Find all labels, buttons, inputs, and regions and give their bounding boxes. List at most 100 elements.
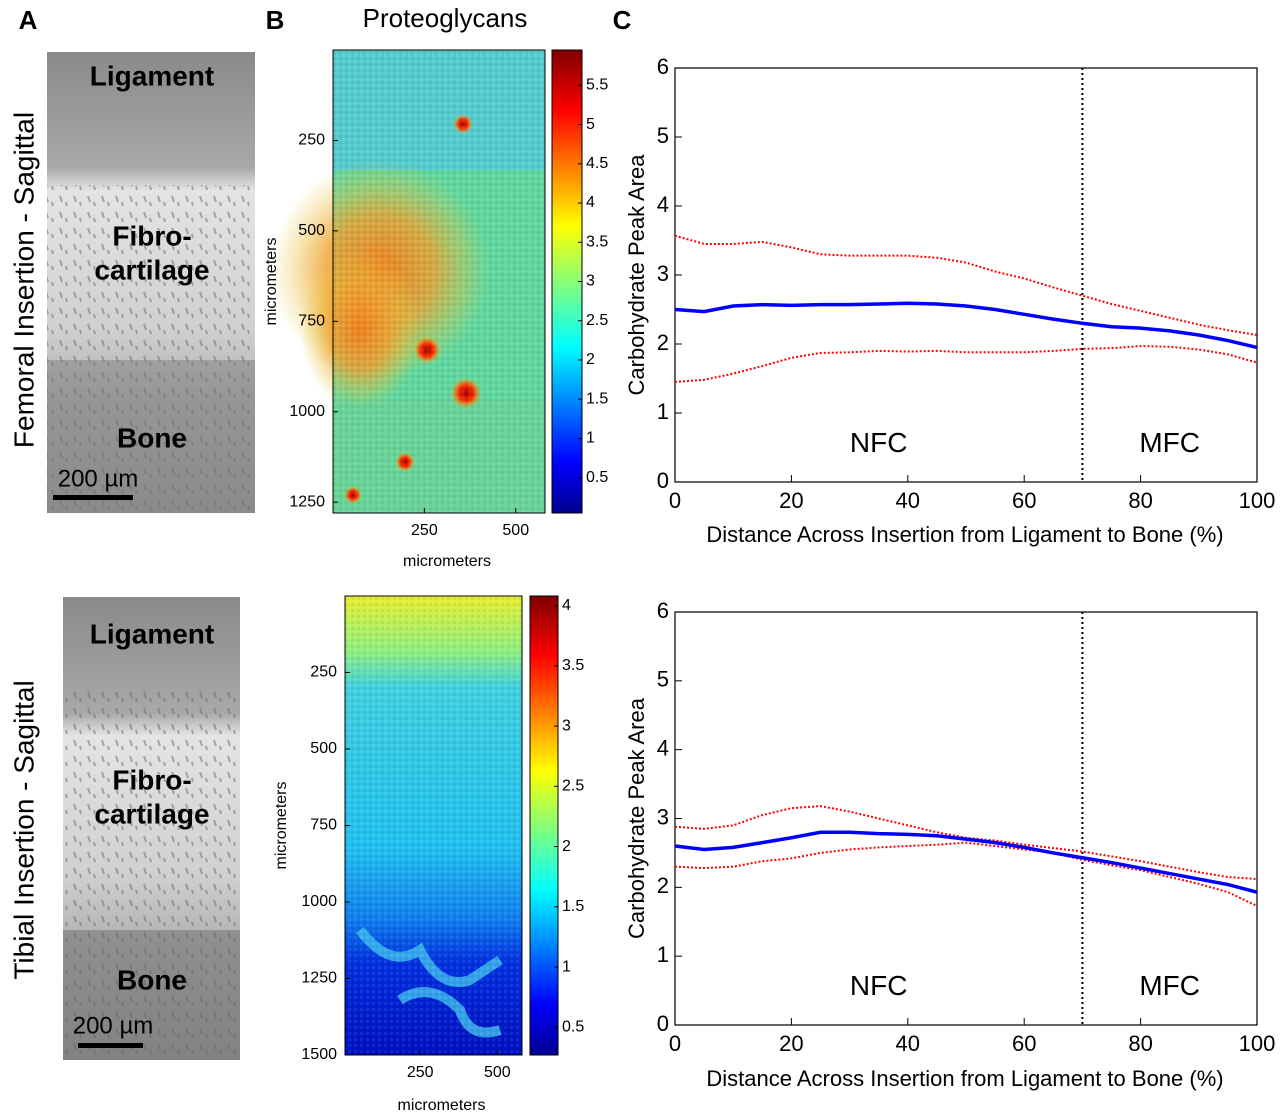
annotation: NFC (850, 970, 908, 1001)
y-tick-label: 4 (657, 192, 669, 217)
scale-bar (53, 495, 133, 500)
y-tick-label: 5 (657, 123, 669, 148)
y-tick-label: 1500 (301, 1046, 337, 1063)
colorbar-tick-label: 3 (562, 717, 571, 734)
y-tick-label: 250 (298, 132, 325, 149)
axes-box (674, 67, 1258, 483)
series-line (674, 830, 1258, 894)
colorbar (529, 595, 559, 1056)
colorbar-tick-label: 4 (586, 194, 595, 211)
y-tick-label: 0 (657, 468, 669, 493)
panel-label: A (19, 5, 38, 35)
x-tick-label: 40 (896, 488, 920, 513)
y-tick-label: 4 (657, 735, 669, 760)
y-axis-label: Carbohydrate Peak Area (624, 154, 649, 396)
x-axis-label: Distance Across Insertion from Ligament … (706, 1066, 1223, 1091)
series-line (674, 301, 1258, 350)
row-label: Tibial Insertion - Sagittal (8, 680, 39, 979)
colorbar-tick-label: 1.5 (586, 390, 608, 407)
y-tick-label: 1000 (301, 893, 337, 910)
colorbar-tick-label: 5.5 (586, 77, 608, 94)
y-tick-label: 1000 (289, 403, 325, 420)
y-tick-label: 5 (657, 667, 669, 692)
scale-label: 200 µm (73, 1012, 154, 1039)
micrograph (47, 52, 255, 513)
x-tick-label: 60 (1012, 1031, 1036, 1056)
region-label: Ligament (90, 618, 214, 649)
x-tick-label: 500 (484, 1064, 511, 1081)
colorbar-tick-label: 1.5 (562, 898, 584, 915)
y-tick-label: 1250 (301, 970, 337, 987)
panel-label: C (613, 5, 632, 35)
y-tick-label: 250 (310, 664, 337, 681)
colorbar-tick-label: 3.5 (586, 233, 608, 250)
colorbar-tick-label: 1 (586, 430, 595, 447)
x-axis-label: micrometers (397, 1097, 485, 1114)
annotation: MFC (1139, 427, 1200, 458)
region-label: Fibro- (112, 764, 191, 795)
colorbar-tick-label: 4 (562, 597, 571, 614)
panel-label: B (266, 5, 285, 35)
y-tick-label: 1 (657, 399, 669, 424)
y-tick-label: 1 (657, 942, 669, 967)
row-label: Femoral Insertion - Sagittal (8, 112, 39, 448)
region-label: Ligament (90, 60, 214, 91)
y-tick-label: 2 (657, 873, 669, 898)
y-tick-label: 750 (310, 817, 337, 834)
heatmap-image (270, 50, 545, 513)
annotation: NFC (850, 427, 908, 458)
colorbar (551, 49, 583, 514)
colorbar-tick-label: 5 (586, 116, 595, 133)
y-tick-label: 0 (657, 1011, 669, 1036)
y-tick-label: 3 (657, 261, 669, 286)
y-tick-label: 1250 (289, 493, 325, 510)
y-tick-label: 500 (310, 740, 337, 757)
x-tick-label: 40 (896, 1031, 920, 1056)
colorbar-tick-label: 3.5 (562, 657, 584, 674)
y-tick-label: 6 (657, 598, 669, 623)
colorbar-tick-label: 2.5 (586, 312, 608, 329)
colorbar-tick-label: 1 (562, 958, 571, 975)
y-tick-label: 3 (657, 804, 669, 829)
x-tick-label: 80 (1128, 1031, 1152, 1056)
x-tick-label: 20 (779, 1031, 803, 1056)
annotation: MFC (1139, 970, 1200, 1001)
region-label: cartilage (94, 798, 209, 829)
x-tick-label: 100 (1239, 488, 1276, 513)
axes-box (332, 49, 546, 514)
colorbar-tick-label: 2 (562, 838, 571, 855)
series-line (674, 234, 1258, 337)
y-axis-label: micrometers (273, 781, 290, 869)
colorbar-tick-label: 2.5 (562, 778, 584, 795)
micrograph (63, 597, 240, 1060)
y-axis-label: micrometers (263, 237, 280, 325)
x-tick-label: 60 (1012, 488, 1036, 513)
x-tick-label: 500 (502, 522, 529, 539)
series-line (674, 345, 1258, 383)
x-tick-label: 0 (669, 1031, 681, 1056)
x-tick-label: 100 (1239, 1031, 1276, 1056)
heatmap-image (345, 596, 522, 1055)
x-tick-label: 250 (411, 522, 438, 539)
colorbar-tick-label: 3 (586, 273, 595, 290)
x-axis-label: Distance Across Insertion from Ligament … (706, 522, 1223, 547)
colorbar-tick-label: 4.5 (586, 155, 608, 172)
x-tick-label: 250 (407, 1064, 434, 1081)
y-tick-label: 750 (298, 313, 325, 330)
colorbar-tick-label: 0.5 (586, 469, 608, 486)
x-tick-label: 0 (669, 488, 681, 513)
region-label: Bone (117, 964, 187, 995)
x-tick-label: 80 (1128, 488, 1152, 513)
region-label: cartilage (94, 254, 209, 285)
colorbar-tick-label: 2 (586, 351, 595, 368)
colorbar-tick-label: 0.5 (562, 1019, 584, 1036)
y-tick-label: 2 (657, 330, 669, 355)
chart-title: Proteoglycans (363, 3, 528, 33)
scale-bar (78, 1043, 143, 1048)
scale-label: 200 µm (58, 465, 139, 492)
y-tick-label: 500 (298, 222, 325, 239)
x-axis-label: micrometers (403, 553, 491, 570)
series-line (674, 841, 1258, 907)
y-tick-label: 6 (657, 54, 669, 79)
